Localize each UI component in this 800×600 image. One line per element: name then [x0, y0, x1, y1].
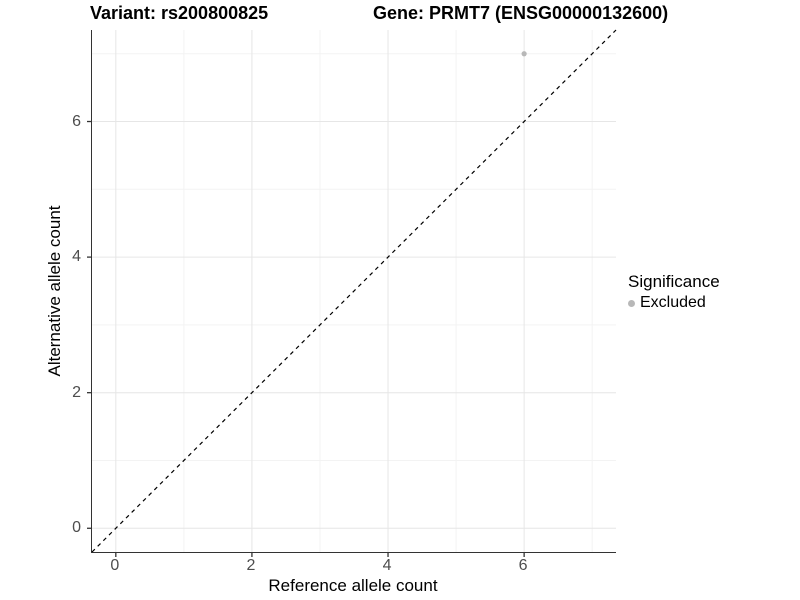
- x-axis-tick-labels: 0 2 4 6: [91, 557, 615, 577]
- x-tick-label: 0: [110, 557, 120, 574]
- point-swatch-icon: [628, 299, 635, 307]
- y-tick-label: 0: [72, 519, 81, 537]
- x-tick-label: 4: [382, 557, 392, 574]
- y-tick-label: 6: [72, 112, 81, 130]
- x-tick-label: 6: [518, 557, 528, 574]
- y-axis-title: Alternative allele count: [45, 205, 64, 377]
- variant-title: Variant: rs200800825: [90, 3, 269, 23]
- plot-canvas: [87, 29, 617, 557]
- legend-item-excluded: Excluded: [628, 294, 720, 312]
- y-axis-tick-labels: 0 2 4 6: [40, 30, 81, 552]
- gene-title: Gene: PRMT7 (ENSG00000132600): [373, 3, 669, 23]
- y-tick-label: 2: [72, 383, 81, 401]
- legend-title: Significance: [628, 272, 720, 291]
- legend: Significance Excluded: [628, 272, 720, 312]
- identity-reference-line: [91, 29, 617, 553]
- y-tick-label: 4: [72, 248, 81, 266]
- x-axis-title: Reference allele count: [268, 576, 438, 595]
- legend-item-label: Excluded: [640, 294, 706, 311]
- x-tick-label: 2: [246, 557, 256, 574]
- data-point: [521, 51, 527, 57]
- plot-panel: [87, 29, 617, 557]
